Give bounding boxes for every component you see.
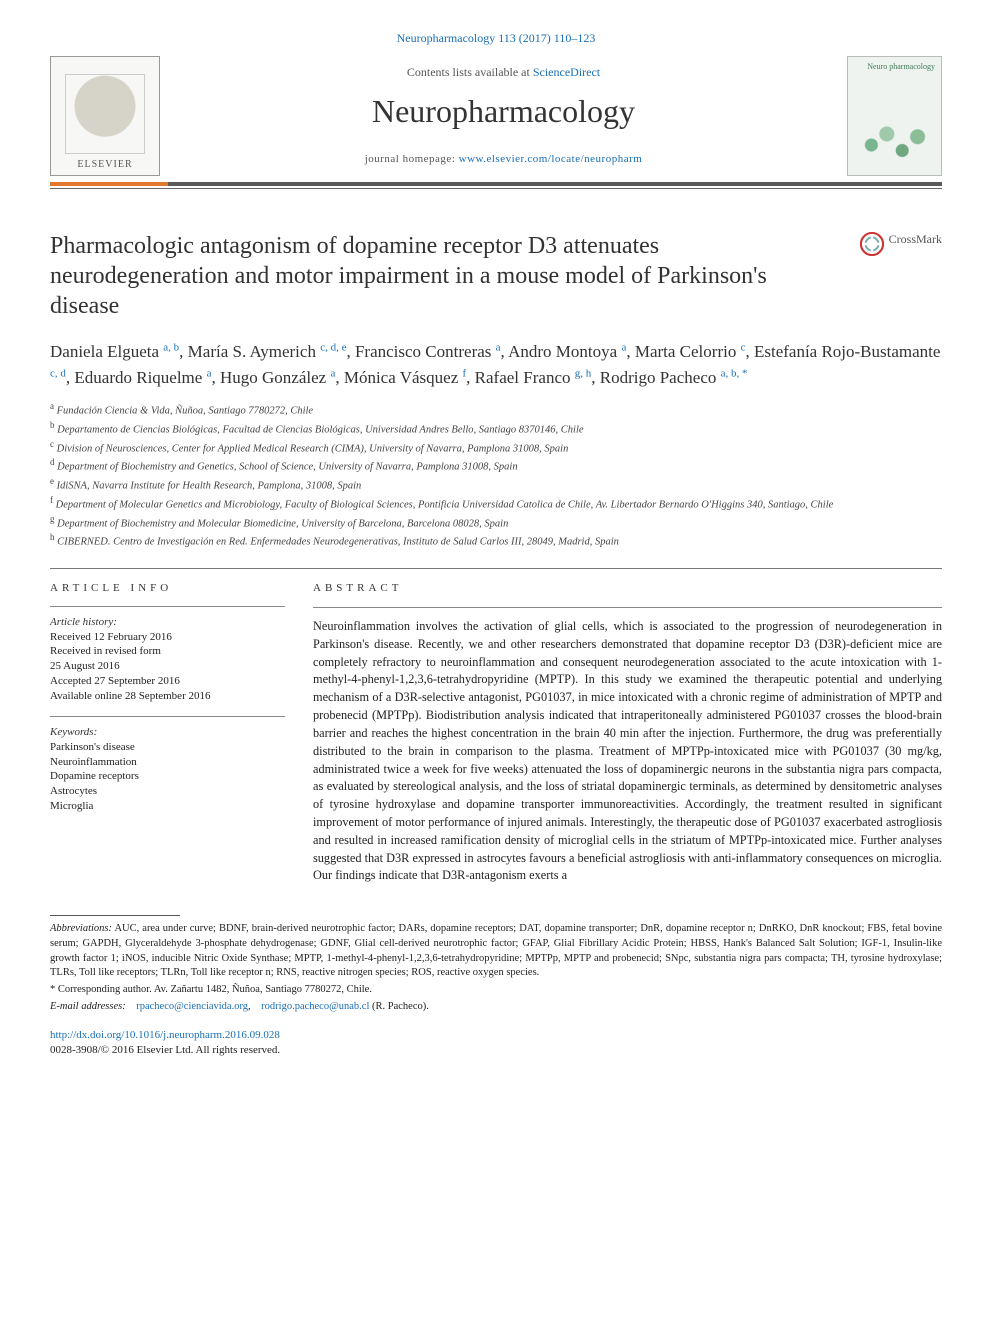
masthead-rule [50, 182, 942, 186]
keywords-label: Keywords: [50, 725, 285, 740]
keyword: Dopamine receptors [50, 769, 285, 784]
affiliation: b Departamento de Ciencias Biológicas, F… [50, 419, 942, 438]
running-head-text[interactable]: Neuropharmacology 113 (2017) 110–123 [397, 31, 596, 45]
email-link-2[interactable]: rodrigo.pacheco@unab.cl [261, 1001, 369, 1012]
journal-homepage-line: journal homepage: www.elsevier.com/locat… [170, 152, 837, 167]
author-list: Daniela Elgueta a, b, María S. Aymerich … [50, 339, 942, 390]
history-line: Received 12 February 2016 [50, 630, 285, 645]
corr-text: Av. Zañartu 1482, Ñuñoa, Santiago 778027… [154, 984, 372, 995]
keyword: Astrocytes [50, 784, 285, 799]
footnotes: Abbreviations: AUC, area under curve; BD… [50, 922, 942, 1014]
cover-title: Neuro pharmacology [867, 63, 935, 71]
history-line: 25 August 2016 [50, 659, 285, 674]
email-label: E-mail addresses: [50, 1001, 126, 1012]
masthead: ELSEVIER Contents lists available at Sci… [50, 56, 942, 176]
journal-cover-thumbnail: Neuro pharmacology [847, 56, 942, 176]
abstract-heading: ABSTRACT [313, 581, 942, 597]
keyword: Neuroinflammation [50, 755, 285, 770]
doi-link[interactable]: http://dx.doi.org/10.1016/j.neuropharm.2… [50, 1028, 942, 1043]
abbreviations-label: Abbreviations: [50, 923, 112, 934]
section-rule [50, 568, 942, 569]
crossmark-label: CrossMark [889, 231, 942, 247]
abstract-column: ABSTRACT Neuroinflammation involves the … [313, 581, 942, 885]
publisher-logo: ELSEVIER [50, 56, 160, 176]
affiliation: g Department of Biochemistry and Molecul… [50, 513, 942, 532]
cover-art-icon [856, 112, 933, 167]
keywords-list: Parkinson's diseaseNeuroinflammationDopa… [50, 740, 285, 814]
footnote-rule [50, 915, 180, 916]
corr-label: * Corresponding author. [50, 984, 154, 995]
article-info-heading: ARTICLE INFO [50, 581, 285, 596]
keyword: Microglia [50, 799, 285, 814]
affiliation: d Department of Biochemistry and Genetic… [50, 456, 942, 475]
email-link-1[interactable]: rpacheco@cienciavida.org [136, 1001, 248, 1012]
affiliation: e IdiSNA, Navarra Institute for Health R… [50, 475, 942, 494]
journal-name: Neuropharmacology [170, 90, 837, 133]
issn-copyright: 0028-3908/© 2016 Elsevier Ltd. All right… [50, 1043, 942, 1058]
affiliation: f Department of Molecular Genetics and M… [50, 494, 942, 513]
article-history: Received 12 February 2016Received in rev… [50, 630, 285, 704]
history-line: Available online 28 September 2016 [50, 689, 285, 704]
contents-available-line: Contents lists available at ScienceDirec… [170, 64, 837, 80]
history-line: Received in revised form [50, 644, 285, 659]
email-tail: (R. Pacheco). [369, 1001, 428, 1012]
masthead-center: Contents lists available at ScienceDirec… [160, 56, 847, 176]
corresponding-author-footnote: * Corresponding author. Av. Zañartu 1482… [50, 983, 942, 998]
article-history-label: Article history: [50, 615, 285, 630]
masthead-thin-rule [50, 188, 942, 189]
affiliation: h CIBERNED. Centro de Investigación en R… [50, 531, 942, 550]
affiliation: a Fundación Ciencia & Vida, Ñuñoa, Santi… [50, 400, 942, 419]
crossmark-badge[interactable]: CrossMark [832, 231, 942, 321]
abstract-body: Neuroinflammation involves the activatio… [313, 618, 942, 885]
abbreviations-text: AUC, area under curve; BDNF, brain-deriv… [50, 923, 942, 978]
sciencedirect-link[interactable]: ScienceDirect [533, 65, 600, 79]
history-line: Accepted 27 September 2016 [50, 674, 285, 689]
doi-block: http://dx.doi.org/10.1016/j.neuropharm.2… [50, 1028, 942, 1058]
affiliation: c Division of Neurosciences, Center for … [50, 438, 942, 457]
email-footnote: E-mail addresses: rpacheco@cienciavida.o… [50, 1000, 942, 1015]
elsevier-tree-icon [65, 74, 145, 154]
article-info-column: ARTICLE INFO Article history: Received 1… [50, 581, 285, 885]
journal-homepage-url[interactable]: www.elsevier.com/locate/neuropharm [459, 153, 643, 165]
abbreviations-footnote: Abbreviations: AUC, area under curve; BD… [50, 922, 942, 981]
publisher-name: ELSEVIER [77, 158, 132, 172]
article-title: Pharmacologic antagonism of dopamine rec… [50, 231, 832, 321]
crossmark-icon [859, 231, 885, 257]
affiliations: a Fundación Ciencia & Vida, Ñuñoa, Santi… [50, 400, 942, 550]
running-head: Neuropharmacology 113 (2017) 110–123 [50, 30, 942, 46]
keyword: Parkinson's disease [50, 740, 285, 755]
